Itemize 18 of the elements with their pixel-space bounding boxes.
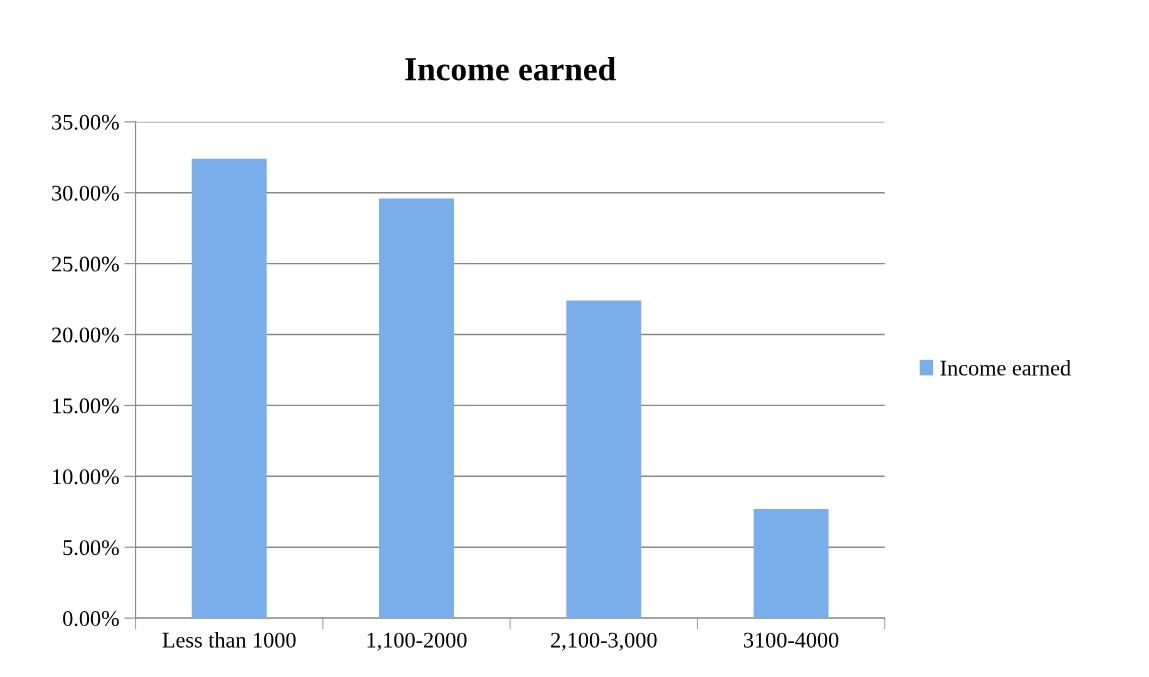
bar: [753, 508, 829, 619]
y-tick-label: 30.00%: [52, 185, 119, 201]
chart-title: Income earned: [405, 57, 616, 81]
y-tick-label: 20.00%: [52, 327, 119, 343]
y-tick-label: 25.00%: [52, 256, 119, 272]
x-tick-label: Less than 1000: [162, 631, 296, 648]
bar: [566, 300, 642, 619]
x-tick-label: 1,100-2000: [367, 632, 467, 651]
y-tick-label: 0.00%: [63, 611, 119, 627]
y-tick-label: 35.00%: [52, 114, 119, 130]
y-tick-label: 10.00%: [53, 469, 119, 485]
bar: [379, 198, 454, 619]
y-tick-label: 5.00%: [63, 540, 119, 556]
x-tick-label: 2,100-3,000: [551, 632, 657, 651]
y-tick-label: 15.00%: [53, 398, 119, 414]
bar: [191, 158, 267, 619]
x-tick-label: 3100-4000: [744, 632, 839, 648]
legend-label: Income earned: [940, 359, 1071, 376]
